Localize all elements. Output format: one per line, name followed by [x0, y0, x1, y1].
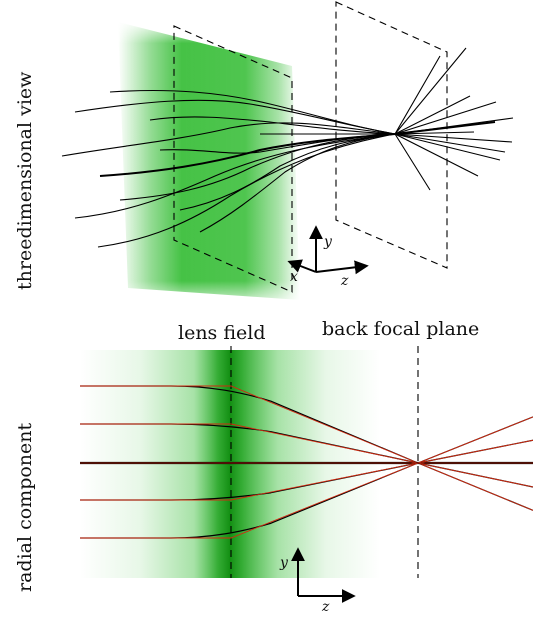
z-axis-label-top: z — [340, 273, 349, 289]
ray-3d — [119, 55, 441, 201]
y-axis-label-top: y — [323, 234, 333, 250]
y-axis-label-bottom: y — [279, 555, 289, 571]
rays-radial — [80, 385, 533, 539]
x-axis-label-top: x — [290, 269, 298, 285]
ray-paraxial — [80, 439, 533, 501]
ray-3d — [97, 95, 471, 248]
axes-2d: y z — [279, 547, 356, 615]
ray-3d — [179, 133, 501, 211]
lens-field-slab-3d — [118, 22, 300, 300]
ray-paraxial — [80, 385, 533, 511]
top-panel: y z x threedimensional view — [14, 1, 514, 300]
axes-3d: y z x — [287, 225, 369, 289]
ray-3d — [74, 101, 497, 219]
ray-3d — [159, 47, 467, 154]
z-axis-arrow — [315, 260, 369, 275]
z-axis-label-bottom: z — [321, 599, 330, 614]
bottom-panel-label: radial component — [14, 422, 36, 592]
ray-3d — [149, 116, 431, 191]
rays-3d — [61, 47, 514, 248]
ray-3d — [61, 117, 514, 157]
top-panel-label: threedimensional view — [14, 71, 36, 290]
lens-field-label: lens field — [178, 322, 266, 344]
ray-3d — [199, 133, 479, 233]
ray-3d — [109, 89, 506, 153]
x-axis-arrow — [287, 259, 317, 273]
bottom-panel: y z lens field back focal plane radial c… — [14, 318, 533, 615]
ray-3d — [260, 131, 475, 135]
back-focal-plane-label: back focal plane — [322, 318, 479, 340]
ray-paraxial — [80, 423, 533, 488]
ray-paraxial — [80, 416, 533, 539]
